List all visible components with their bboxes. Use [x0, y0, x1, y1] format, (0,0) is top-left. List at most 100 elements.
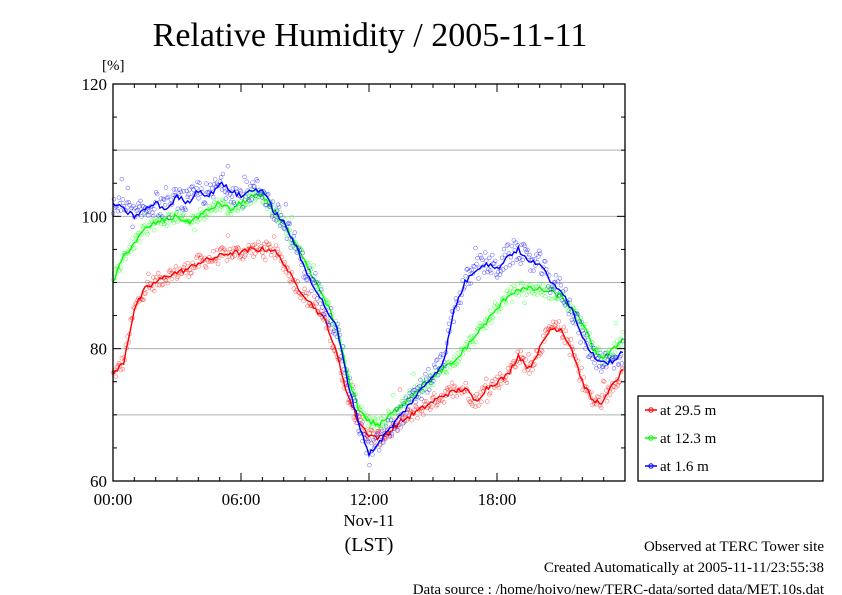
series-point: [210, 186, 215, 191]
series-point: [581, 331, 586, 336]
series-point: [541, 282, 546, 287]
series-point: [218, 246, 224, 251]
series-point: [224, 210, 230, 216]
series-point: [583, 321, 588, 327]
series-point: [604, 353, 610, 358]
series-point: [126, 200, 131, 205]
series-point: [185, 260, 190, 266]
series-point: [546, 296, 552, 301]
series-point: [188, 195, 193, 200]
series-point: [216, 255, 222, 261]
series-point: [577, 319, 582, 324]
series-point: [470, 271, 475, 276]
series-point: [527, 252, 532, 258]
series-point: [620, 330, 626, 335]
series-point: [220, 171, 226, 177]
series-point: [222, 205, 228, 211]
series-point: [171, 187, 177, 192]
series-point: [522, 300, 527, 305]
series-point: [139, 214, 144, 219]
series-point: [360, 419, 365, 425]
series-point: [320, 305, 325, 310]
series-point: [223, 196, 229, 201]
series-point: [385, 418, 391, 423]
series-point: [611, 341, 617, 346]
series-point: [452, 383, 458, 389]
series-point: [235, 245, 241, 250]
series-point: [589, 343, 594, 348]
series-point: [613, 320, 619, 326]
series-point: [233, 186, 239, 191]
series-point: [186, 274, 191, 279]
series-point: [566, 311, 571, 317]
series-point: [533, 283, 538, 289]
series-point: [242, 174, 247, 180]
series-point: [134, 208, 139, 213]
series-point: [240, 205, 245, 210]
series-point: [322, 312, 327, 317]
series-point: [306, 291, 311, 296]
series-point: [478, 389, 483, 395]
series-point: [409, 418, 414, 423]
series-point: [132, 215, 137, 220]
series-point: [351, 385, 356, 390]
series-point: [610, 354, 616, 359]
series-point: [263, 191, 268, 197]
series-point: [243, 194, 248, 199]
series-point: [133, 233, 138, 238]
series-point: [149, 283, 154, 288]
series-point: [175, 274, 181, 280]
series-point: [253, 193, 258, 199]
series-point: [301, 298, 306, 303]
series-point: [113, 374, 119, 379]
series-point: [326, 322, 332, 328]
series-point: [523, 357, 528, 362]
series-point: [201, 201, 206, 207]
series-point: [596, 355, 601, 361]
series-point: [116, 195, 122, 200]
series-point: [487, 255, 492, 260]
series-point: [529, 288, 534, 294]
series-point: [189, 270, 194, 275]
series-point: [517, 289, 522, 294]
series-point: [283, 231, 289, 236]
series-point: [449, 380, 455, 385]
series-point: [505, 242, 511, 247]
series-point: [618, 343, 624, 348]
series-point: [403, 395, 408, 401]
series-point: [219, 197, 225, 202]
series-point: [451, 384, 457, 390]
series-point: [467, 268, 472, 273]
series-point: [175, 219, 181, 225]
series-point: [540, 272, 545, 277]
series-point: [413, 400, 418, 405]
series-point: [547, 290, 553, 296]
series-point: [437, 398, 443, 403]
series-point: [501, 247, 507, 252]
series-point: [497, 272, 503, 277]
series-point: [141, 297, 146, 302]
series-point: [275, 246, 281, 252]
series-point: [119, 177, 125, 182]
x-tick-label: 06:00: [222, 490, 261, 509]
grid: [113, 149, 625, 416]
series-point: [130, 236, 135, 241]
series-point: [532, 292, 537, 297]
series-point: [546, 324, 552, 329]
series-point: [619, 361, 625, 366]
series-point: [144, 209, 149, 214]
series-point: [269, 214, 275, 219]
legend-label: at 12.3 m: [660, 431, 717, 447]
series-point: [474, 261, 479, 267]
series-point: [515, 281, 520, 287]
series-point: [483, 250, 488, 255]
series-point: [431, 378, 436, 384]
series-point: [372, 440, 377, 445]
footer-created: Created Automatically at 2005-11-11/23:5…: [544, 560, 824, 576]
series-point: [516, 293, 521, 298]
series-point: [164, 195, 170, 201]
series-point: [543, 259, 548, 264]
series-point: [347, 375, 352, 381]
y-tick-label: 60: [90, 472, 107, 491]
